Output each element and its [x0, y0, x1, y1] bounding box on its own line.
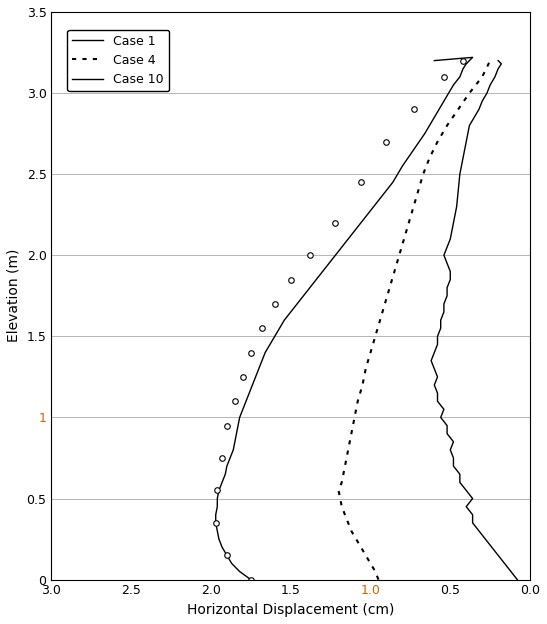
Case 10: [313, 276, 319, 283]
Case 10: [431, 114, 438, 121]
Case 10: [469, 54, 476, 61]
Case 4: [401, 235, 408, 243]
Case 4: [434, 138, 441, 145]
Line: Case 4: Case 4: [339, 61, 490, 580]
Case 4: [335, 487, 342, 494]
Case 1: [450, 454, 457, 462]
Case 4: [348, 430, 354, 437]
Case 4: [351, 414, 358, 421]
Case 1: [495, 57, 502, 64]
Case 4: [444, 122, 450, 129]
Case 10: [219, 479, 225, 486]
Case 4: [372, 333, 379, 340]
Legend: Case 1, Case 4, Case 10: Case 1, Case 4, Case 10: [67, 29, 169, 91]
Case 4: [358, 544, 364, 551]
Case 1: [434, 333, 441, 340]
Case 4: [466, 89, 473, 97]
Case 4: [415, 187, 422, 194]
Case 1: [514, 576, 521, 583]
Case 4: [391, 268, 398, 275]
Case 4: [363, 552, 369, 559]
Case 4: [410, 203, 417, 210]
Case 4: [377, 316, 383, 324]
Case 4: [353, 535, 359, 543]
X-axis label: Horizontal Displacement (cm): Horizontal Displacement (cm): [187, 603, 394, 617]
Case 4: [382, 300, 388, 308]
Case 4: [337, 495, 344, 502]
Case 4: [375, 576, 382, 583]
Case 4: [354, 397, 361, 405]
Case 4: [339, 503, 345, 510]
Case 4: [455, 105, 462, 113]
Case 4: [342, 511, 348, 519]
Case 4: [479, 73, 486, 80]
Case 4: [420, 170, 427, 178]
Case 4: [426, 154, 433, 162]
Case 10: [216, 535, 222, 543]
Case 4: [396, 251, 403, 259]
Case 4: [386, 284, 393, 291]
Case 4: [348, 527, 354, 535]
Line: Case 10: Case 10: [216, 57, 473, 580]
Case 1: [450, 219, 457, 227]
Case 4: [345, 446, 351, 454]
Case 1: [476, 527, 482, 535]
Case 4: [345, 519, 351, 527]
Case 4: [339, 479, 345, 486]
Case 4: [367, 560, 374, 567]
Case 4: [367, 349, 374, 356]
Case 10: [248, 576, 254, 583]
Case 10: [271, 333, 278, 340]
Y-axis label: Elevation (m): Elevation (m): [7, 249, 21, 343]
Case 4: [487, 57, 493, 64]
Case 4: [405, 219, 412, 227]
Case 10: [230, 446, 236, 454]
Case 1: [501, 560, 508, 567]
Case 4: [359, 381, 366, 389]
Line: Case 1: Case 1: [431, 61, 517, 580]
Case 4: [372, 568, 379, 575]
Case 4: [363, 365, 369, 373]
Case 1: [463, 503, 469, 510]
Case 4: [342, 462, 348, 470]
Case 10: [431, 57, 438, 64]
